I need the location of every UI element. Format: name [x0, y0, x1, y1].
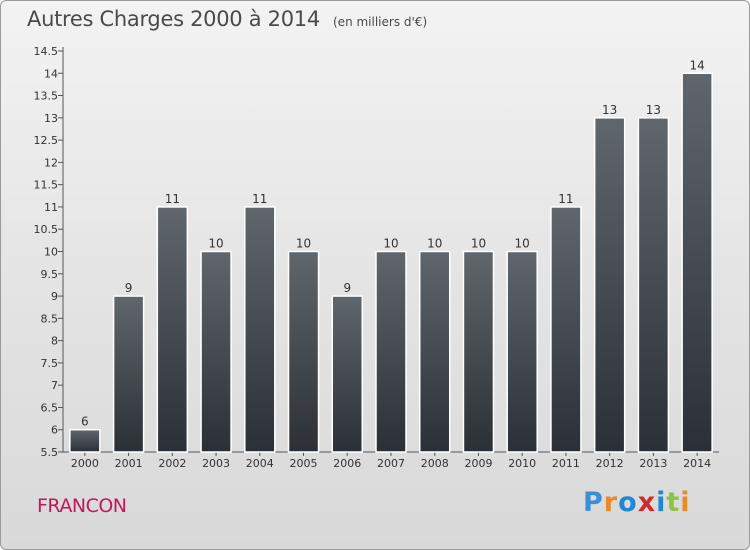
y-tick-label: 7.5 [41, 357, 59, 370]
y-tick-label: 12 [44, 156, 58, 169]
value-label-2004: 11 [252, 192, 267, 206]
y-tick-label: 14 [44, 67, 58, 80]
logo-letter: i [656, 487, 667, 518]
x-tick-label-2001: 2001 [115, 457, 143, 470]
bar-2002 [156, 206, 189, 453]
x-tick-label-2014: 2014 [683, 457, 711, 470]
bar-2012 [593, 117, 626, 453]
y-tick-label: 9 [51, 290, 58, 303]
bar-2001 [112, 295, 145, 453]
bar-2007 [375, 250, 407, 453]
x-axis: 2000 2001 2002 2003 2004 2005 2006 2007 2008 2009… [63, 451, 719, 470]
bar-2000 [69, 428, 101, 453]
bar-2010 [506, 250, 538, 453]
bar-2013 [637, 117, 670, 453]
value-label-2014: 14 [689, 58, 704, 72]
value-label-2007: 10 [383, 237, 398, 251]
y-tick-label: 7 [51, 379, 58, 392]
value-label-2009: 10 [471, 237, 486, 251]
x-tick-label-2005: 2005 [290, 457, 318, 470]
value-label-2000: 6 [81, 415, 89, 429]
y-tick-label: 5.5 [41, 446, 59, 459]
bar-2009 [462, 250, 495, 453]
value-label-2006: 9 [343, 281, 351, 295]
y-tick-label: 13 [44, 112, 58, 125]
logo-letter: i [680, 487, 691, 518]
y-tick-label: 10.5 [34, 223, 59, 236]
logo-letter: o [618, 487, 638, 518]
y-tick-label: 6.5 [41, 401, 59, 414]
x-tick-label-2002: 2002 [158, 457, 186, 470]
bar-2005 [287, 250, 320, 453]
y-tick-label: 12.5 [34, 134, 59, 147]
x-tick-label-2008: 2008 [421, 457, 449, 470]
y-tick-label: 8 [51, 335, 58, 348]
x-tick-label-2007: 2007 [377, 457, 405, 470]
logo-letter: x [637, 487, 657, 518]
bar-2011 [550, 206, 582, 453]
value-label-2011: 11 [558, 192, 573, 206]
x-tick-label-2009: 2009 [464, 457, 492, 470]
title-row: Autres Charges 2000 à 2014 (en milliers … [27, 7, 427, 31]
y-tick-label: 8.5 [41, 312, 59, 325]
y-axis: 5.5 6 6.5 7 7.5 8 8.5 9 9.5 10 10.5 11 11.5 12 12.5 13 1… [34, 45, 64, 459]
x-tick-label-2003: 2003 [202, 457, 230, 470]
value-label-2002: 11 [165, 192, 180, 206]
bar-2006 [331, 295, 364, 453]
y-tick-label: 11.5 [34, 179, 59, 192]
y-tick-label: 10 [44, 246, 58, 259]
x-tick-label-2006: 2006 [333, 457, 361, 470]
y-tick-label: 13.5 [34, 90, 59, 103]
x-tick-label-2010: 2010 [508, 457, 536, 470]
chart-subtitle: (en milliers d'€) [333, 15, 428, 29]
logo-letter: r [603, 487, 619, 518]
value-label-2012: 13 [602, 103, 617, 117]
value-label-2008: 10 [427, 237, 442, 251]
bar-2014 [681, 72, 713, 453]
x-tick-label-2011: 2011 [552, 457, 580, 470]
y-tick-label: 6 [51, 424, 58, 437]
x-tick-label-2000: 2000 [71, 457, 99, 470]
value-label-2010: 10 [515, 237, 530, 251]
y-tick-label: 9.5 [41, 268, 59, 281]
chart-title: Autres Charges 2000 à 2014 [27, 7, 320, 31]
value-label-2001: 9 [125, 281, 133, 295]
x-tick-label-2012: 2012 [596, 457, 624, 470]
bars: 6 9 11 10 11 10 9 10 10 10 10 11 13 13 14 [69, 58, 713, 453]
bar-2003 [200, 250, 232, 453]
value-label-2013: 13 [646, 103, 661, 117]
value-label-2005: 10 [296, 237, 311, 251]
y-tick-label: 14.5 [34, 45, 59, 58]
bar-2008 [418, 250, 451, 453]
proxiti-logo: Proxiti [583, 487, 691, 518]
bar-2004 [244, 206, 276, 453]
value-label-2003: 10 [208, 237, 223, 251]
x-tick-label-2013: 2013 [639, 457, 667, 470]
x-tick-label-2004: 2004 [246, 457, 274, 470]
y-tick-label: 11 [44, 201, 58, 214]
logo-letter: P [583, 487, 604, 518]
logo-letter: t [666, 487, 681, 518]
place-name: FRANCON [37, 495, 127, 517]
